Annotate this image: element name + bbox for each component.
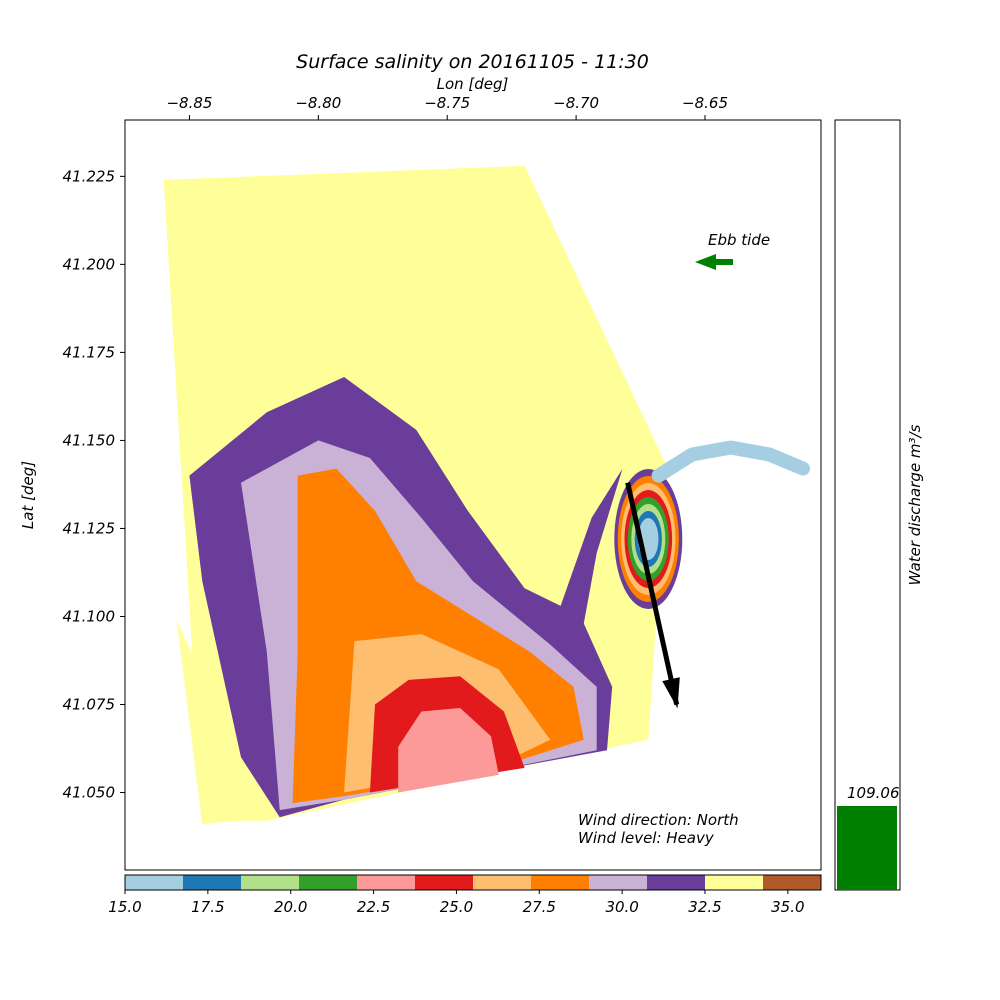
ebb-tide-arrow-shaft bbox=[712, 259, 733, 265]
colorbar-tick-label: 35.0 bbox=[771, 898, 804, 916]
colorbar-tick-label: 30.0 bbox=[605, 898, 638, 916]
discharge-frame bbox=[834, 119, 901, 891]
colorbar-segment bbox=[357, 875, 416, 890]
colorbar-tick-label: 17.5 bbox=[191, 898, 224, 916]
y-tick-label: 41.225 bbox=[63, 167, 116, 185]
y-tick-label: 41.175 bbox=[63, 343, 116, 361]
salinity-zone bbox=[398, 708, 499, 793]
colorbar-segment bbox=[763, 875, 822, 890]
colorbar-tick-label: 25.0 bbox=[440, 898, 473, 916]
colorbar-tick-label: 20.0 bbox=[274, 898, 307, 916]
x-tick-label: −8.65 bbox=[682, 94, 728, 112]
salinity-zone bbox=[176, 620, 267, 825]
chart-title: Surface salinity on 20161105 - 11:30 bbox=[296, 51, 649, 73]
x-tick-label: −8.70 bbox=[553, 94, 599, 112]
x-axis-label: Lon [deg] bbox=[436, 75, 509, 93]
colorbar-segment bbox=[647, 875, 706, 890]
colorbar-segment bbox=[473, 875, 532, 890]
x-tick-label: −8.85 bbox=[166, 94, 212, 112]
colorbar-tick-label: 32.5 bbox=[688, 898, 721, 916]
colorbar-frame bbox=[124, 874, 822, 891]
y-tick-label: 41.200 bbox=[63, 255, 116, 273]
x-ticks: −8.85 −8.80 −8.75 −8.70 −8.65 bbox=[166, 94, 728, 120]
discharge-bar bbox=[837, 806, 897, 890]
y-tick-label: 41.100 bbox=[63, 607, 116, 625]
wind-arrow-head bbox=[662, 677, 680, 709]
x-tick-label: −8.80 bbox=[295, 94, 341, 112]
colorbar-tick-label: 22.5 bbox=[357, 898, 390, 916]
colorbar-segment bbox=[183, 875, 242, 890]
colorbar: 15.0 17.5 20.0 22.5 25.0 27.5 30.0 32.5 35.0 bbox=[108, 874, 822, 916]
colorbar-segment bbox=[705, 875, 764, 890]
y-ticks: 41.050 41.075 41.100 41.125 41.150 41.175 41.2… bbox=[63, 167, 125, 802]
colorbar-segment bbox=[125, 875, 184, 890]
discharge-bar-group: 109.06 bbox=[837, 784, 900, 890]
river-channel-line bbox=[651, 440, 810, 483]
colorbar-segment bbox=[589, 875, 648, 890]
colorbar-segment bbox=[241, 875, 300, 890]
colorbar-tick-label: 27.5 bbox=[523, 898, 556, 916]
ebb-tide-arrow-head bbox=[695, 254, 716, 270]
colorbar-segment bbox=[415, 875, 474, 890]
salinity-zones bbox=[163, 165, 667, 825]
wind-level-text: Wind level: Heavy bbox=[578, 829, 715, 847]
x-tick-label: −8.75 bbox=[424, 94, 470, 112]
y-tick-label: 41.075 bbox=[63, 696, 116, 714]
wind-arrow-group bbox=[625, 482, 680, 709]
river-plume bbox=[614, 469, 683, 609]
y-tick-label: 41.150 bbox=[63, 431, 116, 449]
colorbar-tick-label: 15.0 bbox=[108, 898, 141, 916]
y-tick-label: 41.050 bbox=[63, 784, 116, 802]
discharge-value-label: 109.06 bbox=[847, 784, 900, 802]
colorbar-segment bbox=[531, 875, 590, 890]
wind-arrow-shaft bbox=[625, 482, 680, 706]
ebb-tide-group: Ebb tide bbox=[695, 231, 770, 270]
map-frame bbox=[124, 119, 822, 871]
wind-direction-text: Wind direction: North bbox=[578, 811, 739, 829]
ebb-tide-label: Ebb tide bbox=[708, 231, 770, 249]
colorbar-segment bbox=[299, 875, 358, 890]
y-tick-label: 41.125 bbox=[63, 519, 116, 537]
river-channel bbox=[651, 440, 810, 483]
